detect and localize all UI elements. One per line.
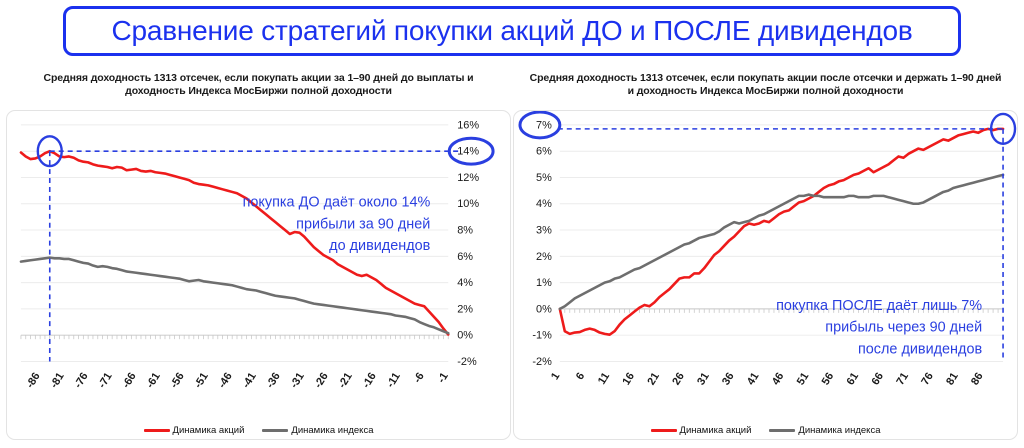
x-axis-tick-label: -76 [72,371,91,391]
y-axis-tick-label: 16% [457,119,479,131]
x-axis-tick-label: -61 [144,371,163,391]
x-axis-tick-label: -81 [48,371,67,391]
y-axis-tick-label: -2% [457,356,477,368]
x-axis-tick-label: -26 [312,371,331,391]
x-axis-tick-label: 71 [894,371,911,388]
x-axis-tick-label: -46 [216,371,235,391]
chart-annotation-line: прибыль через 90 дней [825,320,982,336]
y-axis-tick-label: 8% [457,225,473,237]
chart-annotation-line: покупка ДО даёт около 14% [243,194,431,210]
y-axis-tick-label: 0% [536,303,552,315]
legend-swatch-index-after [769,429,796,432]
x-axis-tick-label: 41 [745,371,762,388]
chart-subtitle-after-line2: и доходность Индекса МосБиржи полной дох… [627,85,904,97]
x-axis-tick-label: 36 [720,371,737,388]
x-axis-tick-label: 81 [944,371,961,388]
x-axis-tick-label: -86 [24,371,43,391]
x-axis-tick-label: -56 [168,371,187,391]
chart-subtitle-before-line2: доходность Индекса МосБиржи полной доход… [125,85,392,97]
x-axis-tick-label: 1 [549,371,562,383]
x-axis-tick-label: -11 [385,371,403,390]
x-axis-tick-label: 61 [845,371,862,388]
y-axis-tick-label: 3% [536,225,552,237]
legend-swatch-index-before [262,429,289,432]
x-axis-tick-label: 51 [795,371,812,388]
legend-item-stock-before: Динамика акций [143,425,245,436]
legend-item-index-after: Динамика индекса [769,425,880,436]
legend-swatch-stock-after [650,429,677,432]
legend-label-stock-before: Динамика акций [172,425,245,436]
legend-swatch-stock-before [143,429,170,432]
chart-subtitle-before-line1: Средняя доходность 1313 отсечек, если по… [43,72,474,84]
chart-annotation-line: до дивидендов [329,238,430,254]
y-axis-tick-label: 14% [457,146,479,158]
callout-circle-axis-value [518,111,562,140]
x-axis-tick-label: 66 [869,371,886,388]
y-axis-tick-label: -1% [532,330,552,342]
x-axis-tick-label: -41 [240,371,259,391]
chart-card-after: 7% 6% 5% 4% 3% 2% 1% 0% -1% -2% 1 6 11 16 21 26 31 36 41 46… [513,110,1018,440]
series-line-stock [558,127,1005,336]
y-axis-tick-label: 1% [536,277,552,289]
y-axis-tick-label: 4% [457,277,473,289]
chart-subtitle-after: Средняя доходность 1313 отсечек, если по… [513,72,1018,98]
chart-legend-after: Динамика акций Динамика индекса [513,425,1018,436]
page-title-banner: Сравнение стратегий покупки акций ДО и П… [63,6,961,56]
x-axis-tick-label: 56 [820,371,837,388]
legend-label-index-before: Динамика индекса [291,425,374,436]
chart-subtitle-after-line1: Средняя доходность 1313 отсечек, если по… [529,72,1002,84]
y-axis-tick-label: 7% [536,119,552,131]
x-axis-tick-label: -6 [411,371,426,386]
x-axis-tick-label: 16 [620,371,637,388]
x-axis-tick-label: -16 [360,371,379,391]
x-axis-tick-label: -1 [435,371,450,386]
series-line-index [19,256,450,335]
x-axis-tick-label: 86 [969,371,986,388]
x-axis-tick-label: -71 [96,371,115,391]
y-axis-tick-label: 2% [536,251,552,263]
series-line-stock [19,149,450,336]
chart-annotation-line: после дивидендов [858,342,983,358]
chart-panel-before: Средняя доходность 1313 отсечек, если по… [6,72,511,442]
chart-subtitle-before: Средняя доходность 1313 отсечек, если по… [6,72,511,98]
y-axis-tick-label: 5% [536,172,552,184]
chart-panel-after: Средняя доходность 1313 отсечек, если по… [513,72,1018,442]
callout-circle-point [36,135,63,168]
chart-annotation-line: покупка ПОСЛЕ даёт лишь 7% [776,298,982,314]
x-axis-tick-label: 76 [919,371,936,388]
x-axis-tick-label: 26 [670,371,687,388]
callout-circle-axis-value [447,136,495,166]
line-chart-after: 7%6%5%4%3%2%1%0%-1%-2%1 6 11 16 21 26 31 36 41 46… [518,111,1017,388]
chart-card-before: 16% 14% 12% 10% 8% 6% 4% 2% 0% -2% -86 -81 -76 -71 -66… [6,110,511,440]
x-axis-tick-label: 46 [770,371,787,388]
x-axis-tick-label: 6 [574,371,587,383]
legend-label-stock-after: Динамика акций [679,425,752,436]
y-axis-tick-label: 6% [536,146,552,158]
x-axis-tick-label: -21 [336,371,355,391]
line-chart-before: 16% 14% 12% 10% 8% 6% 4% 2% 0% -2% -86 -81 -76 -71 -66… [19,119,495,391]
y-axis-tick-label: 6% [457,251,473,263]
y-axis-tick-label: -2% [532,356,552,368]
x-axis-tick-label: -31 [288,371,307,391]
x-axis-tick-label: 21 [645,371,662,388]
legend-label-index-after: Динамика индекса [798,425,881,436]
legend-item-stock-after: Динамика акций [650,425,752,436]
x-axis-tick-label: 11 [596,371,612,387]
callout-circle-point [989,112,1017,145]
x-axis-tick-label: -66 [120,371,139,391]
y-axis-tick-label: 12% [457,172,479,184]
x-axis-tick-label: 31 [695,371,712,388]
x-axis-tick-label: -51 [192,371,211,391]
y-axis-tick-label: 10% [457,198,479,210]
chart-annotation-line: прибыли за 90 дней [296,216,430,232]
chart-legend-before: Динамика акций Динамика индекса [6,425,511,436]
y-axis-tick-label: 4% [536,198,552,210]
legend-item-index-before: Динамика индекса [262,425,373,436]
y-axis-tick-label: 2% [457,303,473,315]
y-axis-tick-label: 0% [457,330,473,342]
page-title: Сравнение стратегий покупки акций ДО и П… [111,15,913,46]
series-line-index [558,173,1005,311]
x-axis-tick-label: -36 [264,371,283,391]
